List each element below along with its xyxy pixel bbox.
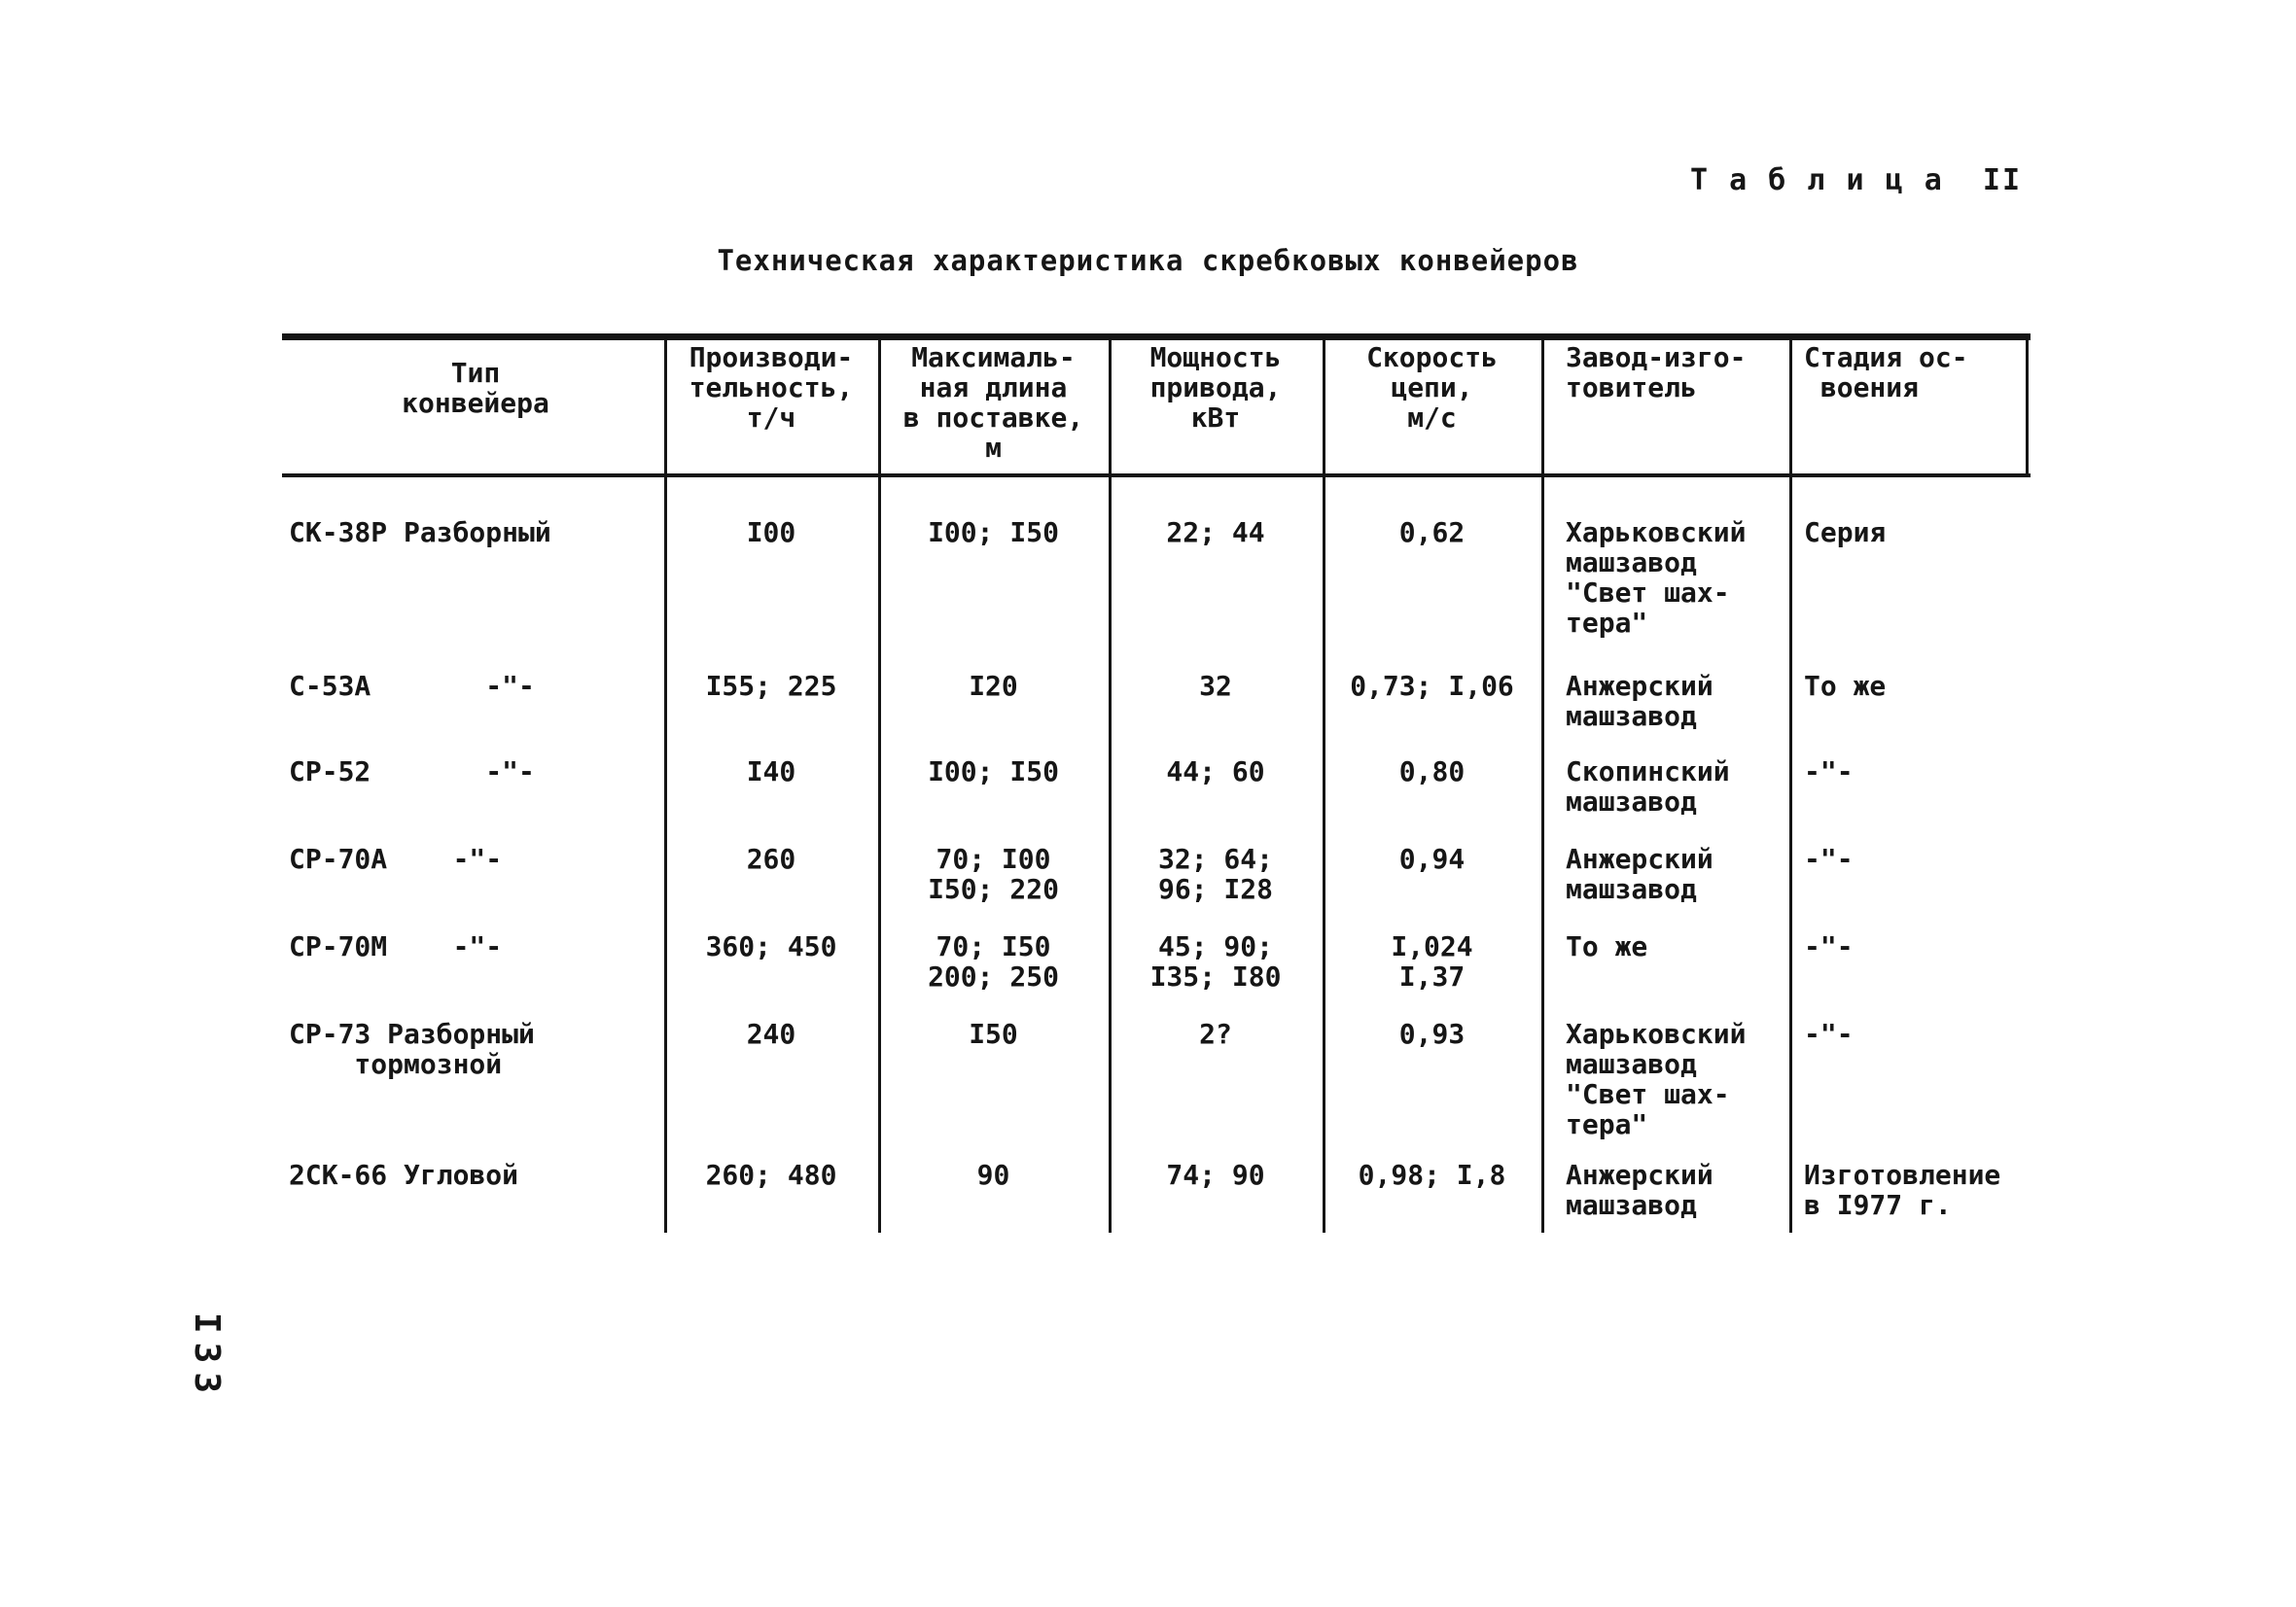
table-cell: I20 — [969, 670, 1018, 702]
table-cell: 0,73; I,06 — [1350, 670, 1514, 702]
table-cell: I50 — [969, 1018, 1018, 1050]
table-cell: I,024 I,37 — [1391, 930, 1473, 993]
table-cell: I40 — [746, 755, 796, 787]
table-cell: 32 — [1199, 670, 1232, 702]
table-cell: I00; I50 — [928, 516, 1059, 548]
table-cell: 0,98; I,8 — [1358, 1159, 1506, 1191]
table-cell: Анжерский машзавод — [1566, 1159, 1713, 1221]
table-cell: 74; 90 — [1166, 1159, 1265, 1191]
table-cell: 0,94 — [1398, 843, 1466, 875]
table-cell: Анжерский машзавод — [1566, 670, 1713, 732]
column-divider — [1109, 336, 1112, 1233]
table-right-border — [2026, 336, 2029, 473]
col-header-stage: Стадия ос- воения — [1804, 341, 1968, 403]
table-cell: 240 — [746, 1018, 796, 1050]
table-cell: -"- — [1804, 843, 1854, 875]
col-header-max-length: Максималь- ная длина в поставке, м — [902, 341, 1084, 464]
table-cell: Харьковский машзавод "Свет шах- тера" — [1566, 516, 1747, 639]
table-cell: 70; I00 I50; 220 — [928, 843, 1059, 905]
table-cell: Анжерский машзавод — [1566, 843, 1713, 905]
table-cell: I00 — [746, 516, 796, 548]
table-cell: СР-73 Разборный тормозной — [289, 1018, 535, 1080]
col-header-manufacturer: Завод-изго- товитель — [1566, 341, 1747, 403]
column-divider — [1541, 336, 1544, 1233]
column-divider — [1323, 336, 1325, 1233]
column-divider — [664, 336, 667, 1233]
table-cell: 260 — [746, 843, 796, 875]
table-cell: -"- — [1804, 755, 1854, 787]
table-cell: 44; 60 — [1166, 755, 1265, 787]
table-cell: Скопинский машзавод — [1566, 755, 1730, 818]
table-cell: СР-70М -"- — [289, 930, 503, 962]
table-cell: 260; 480 — [705, 1159, 837, 1191]
col-header-drive-power: Мощность привода, кВт — [1149, 341, 1282, 434]
column-divider — [878, 336, 881, 1233]
table-cell: 90 — [976, 1159, 1010, 1191]
table-cell: СР-52 -"- — [289, 755, 535, 787]
col-header-chain-speed: Скорость цепи, м/с — [1366, 341, 1498, 434]
table-cell: -"- — [1804, 1018, 1854, 1050]
table-cell: Изготовление в I977 г. — [1804, 1159, 2001, 1221]
table-cell: I00; I50 — [928, 755, 1059, 787]
table-cell: Харьковский машзавод "Свет шах- тера" — [1566, 1018, 1747, 1140]
table-header-rule — [282, 473, 2031, 477]
table-cell: СК-38Р Разборный — [289, 516, 551, 548]
document-title: Техническая характеристика скребковых ко… — [717, 244, 1579, 277]
table-cell: 70; I50 200; 250 — [928, 930, 1059, 993]
table-cell: 22; 44 — [1166, 516, 1265, 548]
col-header-type: Тип конвейера — [402, 357, 549, 419]
table-cell: 0,62 — [1398, 516, 1466, 548]
table-cell: 0,80 — [1398, 755, 1466, 787]
page-number: I33 — [187, 1312, 227, 1403]
col-header-capacity: Производи- тельность, т/ч — [689, 341, 854, 434]
table-cell: То же — [1804, 670, 1887, 702]
table-cell: I55; 225 — [705, 670, 837, 702]
table-cell: 32; 64; 96; I28 — [1157, 843, 1273, 905]
table-cell: СР-70А -"- — [289, 843, 503, 875]
table-cell: 2СК-66 Угловой — [289, 1159, 519, 1191]
table-top-border — [282, 333, 2031, 340]
table-cell: 0,93 — [1398, 1018, 1466, 1050]
table-cell: -"- — [1804, 930, 1854, 962]
table-label: Т а б л и ц а II — [1690, 163, 2023, 197]
table-cell: 2? — [1199, 1018, 1232, 1050]
table-cell: 45; 90; I35; I80 — [1149, 930, 1282, 993]
column-divider — [1789, 336, 1792, 1233]
table-cell: 360; 450 — [705, 930, 837, 962]
table-cell: То же — [1566, 930, 1648, 962]
table-cell: С-53А -"- — [289, 670, 535, 702]
table-cell: Серия — [1804, 516, 1887, 548]
